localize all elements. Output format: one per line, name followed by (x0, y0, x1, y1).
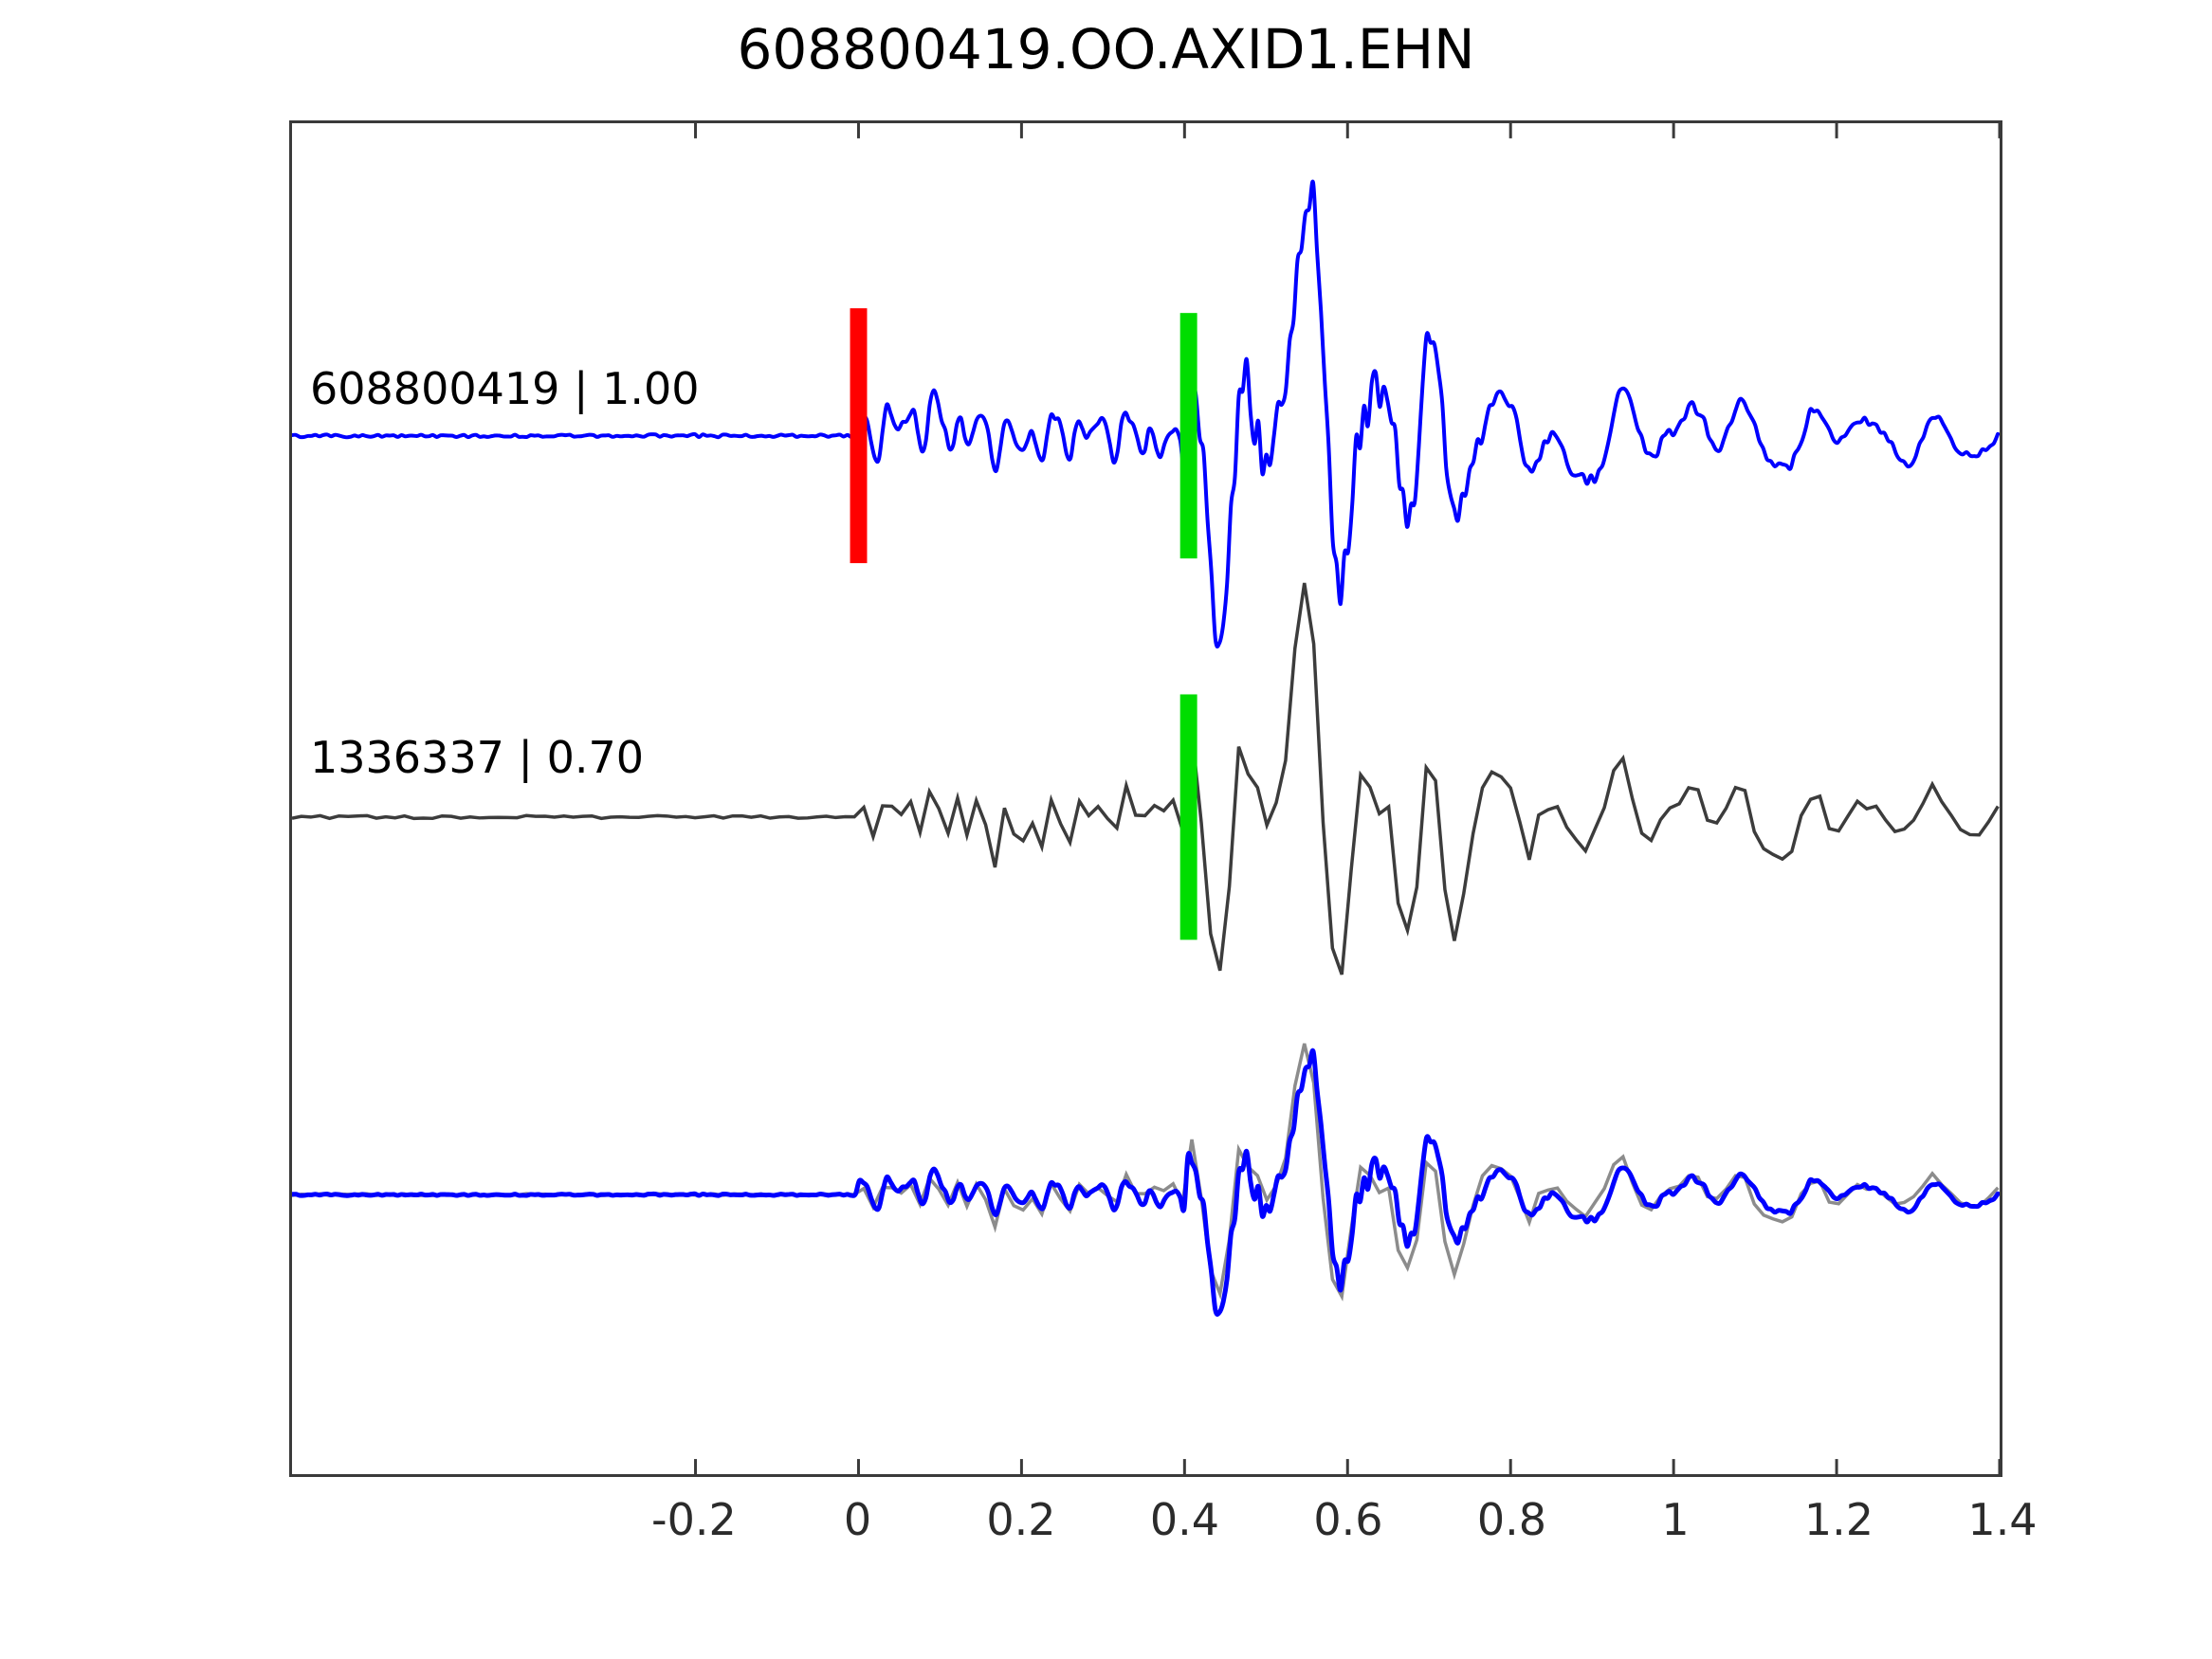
s-pick-template-marker (1179, 313, 1197, 559)
waveform-canvas (292, 123, 2000, 1474)
pick-markers (850, 308, 1197, 940)
x-tick-label: 1.4 (1967, 1494, 2038, 1545)
x-tick-label: 0.4 (1149, 1494, 1220, 1545)
x-tick-label: 1 (1661, 1494, 1690, 1545)
x-tick-label: 1.2 (1803, 1494, 1874, 1545)
overlay-template-path (292, 1048, 2000, 1317)
x-tick-label: 0.2 (986, 1494, 1056, 1545)
x-tick-label: 0.6 (1313, 1494, 1383, 1545)
x-tick-label: 0 (843, 1494, 872, 1545)
x-tick-label: -0.2 (651, 1494, 737, 1545)
trace-overlay (292, 1043, 2000, 1317)
x-tick-marks (694, 123, 2000, 1474)
trace-detection (292, 582, 2000, 975)
x-tick-label: 0.8 (1476, 1494, 1547, 1545)
template-waveform-path (292, 179, 2000, 649)
trace-label-detection: 1336337 | 0.70 (310, 732, 645, 783)
plot-area (289, 120, 2002, 1477)
page-title: 608800419.OO.AXID1.EHN (737, 17, 1475, 82)
trace-template (292, 179, 2000, 649)
trace-label-template: 608800419 | 1.00 (310, 363, 700, 414)
overlay-detection-path (292, 1043, 2000, 1302)
s-pick-detection-marker (1179, 694, 1197, 940)
p-pick-marker (850, 308, 868, 564)
detection-waveform-path (292, 582, 2000, 975)
